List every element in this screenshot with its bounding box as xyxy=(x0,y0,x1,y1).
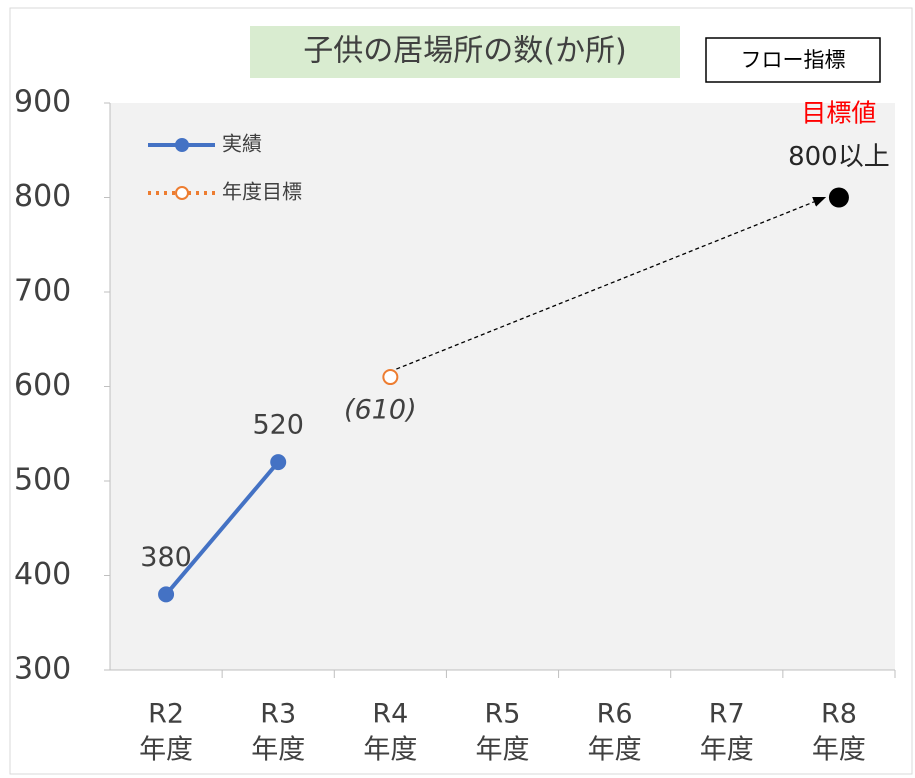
x-tick-label: 年度 xyxy=(812,735,866,766)
target-value-label: 800以上 xyxy=(788,142,890,172)
series-line xyxy=(164,460,280,596)
badge: フロー指標 xyxy=(741,48,846,72)
y-tick-label: 700 xyxy=(14,274,71,309)
point xyxy=(382,369,399,386)
data-label: 520 xyxy=(252,410,304,441)
x-tick-label: 年度 xyxy=(700,735,754,766)
y-tick-label: 900 xyxy=(14,85,71,120)
x-tick-label: R8 xyxy=(821,699,857,730)
x-tick-label: R4 xyxy=(372,699,408,730)
target-point xyxy=(828,187,849,208)
x-tick-label: R6 xyxy=(597,699,633,730)
data-label: (610) xyxy=(344,395,417,426)
x-tick-label: R7 xyxy=(709,699,745,730)
x-tick-label: 年度 xyxy=(363,735,417,766)
title-bg xyxy=(250,26,680,78)
point xyxy=(270,454,287,471)
data-label: 380 xyxy=(140,542,192,573)
x-tick-label: 年度 xyxy=(251,735,305,766)
x-tick-label: R5 xyxy=(485,699,521,730)
x-tick-label: R3 xyxy=(260,699,296,730)
y-tick-label: 300 xyxy=(14,652,71,687)
target-label: 目標値 xyxy=(801,99,876,128)
y-tick-label: 500 xyxy=(14,463,71,498)
y-tick-label: 600 xyxy=(14,368,71,403)
y-tick-label: 800 xyxy=(14,179,71,214)
legend-marker xyxy=(175,138,189,152)
y-tick-label: 400 xyxy=(14,557,71,592)
x-tick-label: 年度 xyxy=(476,735,530,766)
x-tick-label: R2 xyxy=(148,699,184,730)
x-tick-label: 年度 xyxy=(139,735,193,766)
badge-box xyxy=(705,37,881,83)
legend-marker xyxy=(175,186,189,200)
chart-title: 子供の居場所の数(か所) xyxy=(303,34,626,69)
plot-area xyxy=(110,103,895,670)
legend-label: 年度目標 xyxy=(222,180,302,204)
legend-label: 実績 xyxy=(222,132,262,156)
x-tick-label: 年度 xyxy=(588,735,642,766)
point xyxy=(158,586,175,603)
